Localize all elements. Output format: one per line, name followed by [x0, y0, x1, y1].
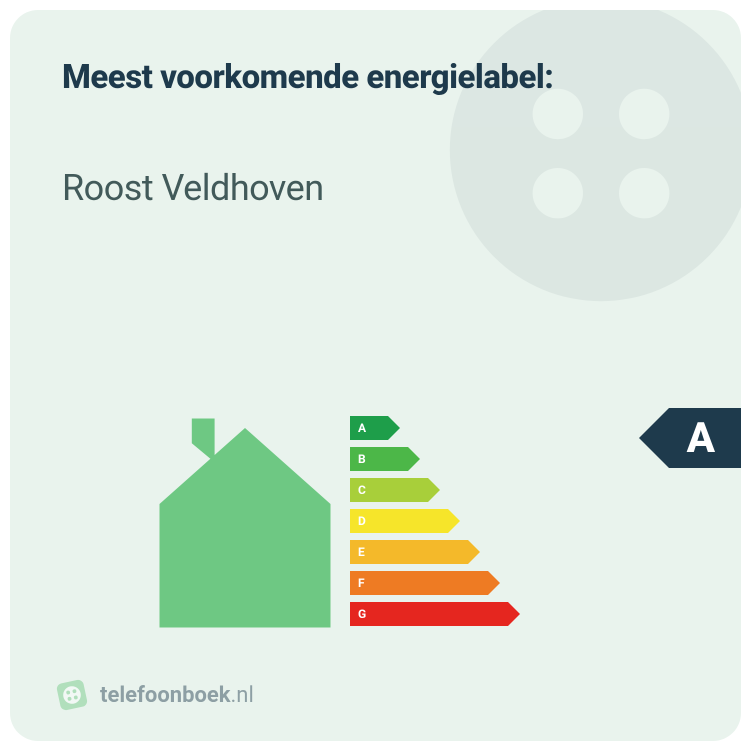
energy-bar-a: A [350, 416, 388, 440]
footer-brand: telefoonboek.nl [56, 679, 254, 711]
energy-bar-label: E [358, 545, 365, 559]
footer-brand-bold: telefoonboek [100, 683, 231, 708]
energy-bar-label: F [358, 576, 365, 590]
footer-logo-icon [53, 676, 91, 714]
energy-bar-f: F [350, 571, 488, 595]
energy-bar-c: C [350, 478, 428, 502]
energy-bar-row: G [350, 602, 508, 626]
energy-bar-row: F [350, 571, 508, 595]
info-card: Meest voorkomende energielabel: Roost Ve… [10, 10, 741, 741]
energy-bar-row: A [350, 416, 508, 440]
energy-bar-e: E [350, 540, 468, 564]
energy-bar-row: B [350, 447, 508, 471]
energy-bar-row: E [350, 540, 508, 564]
card-title: Meest voorkomende energielabel: [62, 58, 689, 97]
energy-bar-label: B [358, 452, 366, 466]
energy-bar-label: D [358, 514, 366, 528]
energy-label-chart: A B C D E F G [210, 408, 550, 638]
energy-bar-row: D [350, 509, 508, 533]
footer-brand-light: .nl [231, 683, 254, 708]
footer-brand-text: telefoonboek.nl [100, 683, 254, 708]
energy-badge: A [669, 408, 741, 468]
energy-bars: A B C D E F G [350, 416, 508, 633]
energy-bar-g: G [350, 602, 508, 626]
energy-bar-label: C [358, 483, 366, 497]
energy-badge-wrap: A [669, 408, 741, 468]
energy-bar-label: G [358, 607, 366, 621]
energy-badge-letter: A [687, 414, 715, 463]
house-icon [150, 408, 340, 638]
energy-bar-d: D [350, 509, 448, 533]
energy-bar-b: B [350, 447, 408, 471]
location-name: Roost Veldhoven [62, 167, 689, 209]
energy-bar-label: A [358, 421, 366, 435]
energy-bar-row: C [350, 478, 508, 502]
